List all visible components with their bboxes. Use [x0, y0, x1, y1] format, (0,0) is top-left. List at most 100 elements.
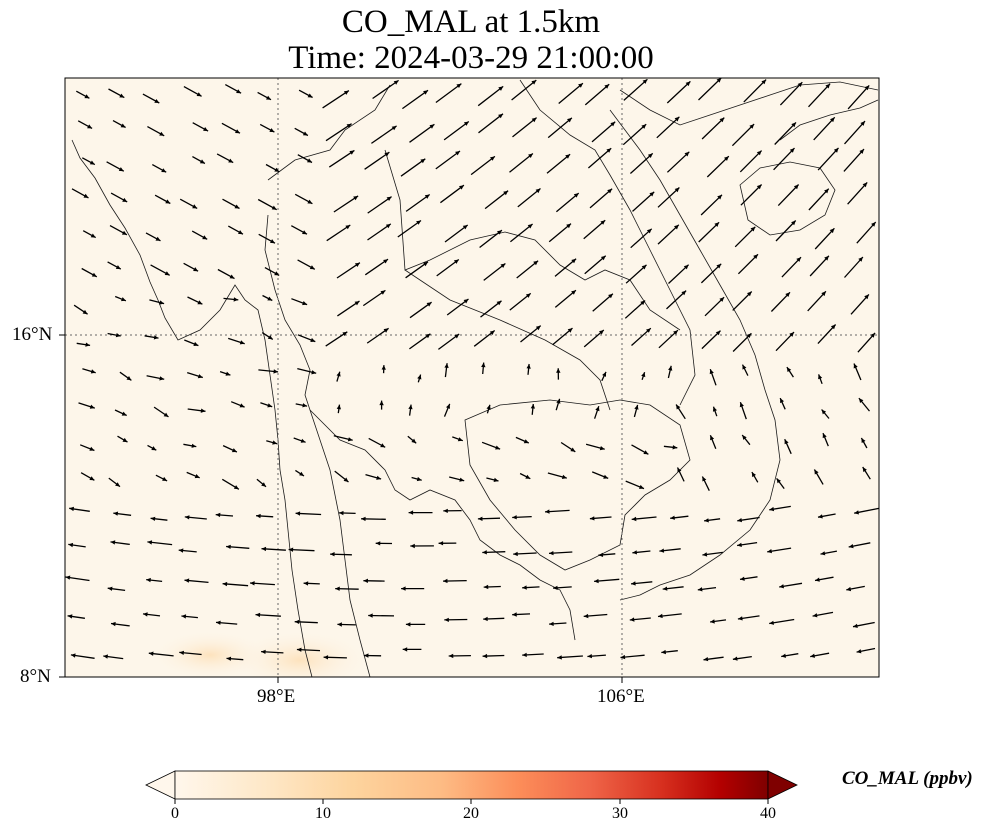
wind-arrow	[405, 622, 426, 627]
wind-arrow	[288, 547, 315, 552]
wind-arrow	[656, 116, 680, 139]
wind-arrow	[520, 325, 542, 343]
wind-arrow	[372, 79, 399, 100]
wind-arrow	[512, 515, 532, 520]
wind-arrow	[775, 331, 795, 352]
wind-arrow	[326, 224, 351, 242]
wind-arrow	[258, 369, 279, 374]
wind-arrow	[114, 295, 127, 302]
wind-arrow	[739, 150, 763, 173]
wind-arrow	[522, 585, 540, 590]
wind-arrow	[226, 656, 244, 661]
wind-arrow	[737, 516, 760, 523]
wind-arrow	[146, 375, 165, 381]
wind-arrow	[779, 81, 803, 106]
wind-arrow	[641, 371, 646, 381]
wind-arrow	[260, 402, 273, 408]
wind-arrow	[397, 219, 422, 238]
border-myanmar-thailand	[264, 214, 311, 411]
wind-arrow	[844, 256, 864, 278]
map-frame	[64, 77, 880, 678]
wind-arrow	[71, 188, 89, 199]
wind-arrow	[552, 327, 573, 346]
wind-arrow	[328, 149, 355, 168]
wind-arrow	[362, 289, 386, 307]
wind-arrow	[179, 650, 202, 656]
wind-arrow	[814, 227, 835, 250]
wind-arrow	[192, 122, 209, 132]
wind-arrow	[405, 261, 429, 279]
wind-arrow	[666, 151, 690, 173]
wind-arrow	[675, 404, 686, 420]
wind-arrow	[858, 397, 871, 412]
wind-arrow	[629, 152, 654, 174]
wind-arrow	[591, 121, 616, 143]
wind-arrow	[70, 653, 95, 659]
wind-arrow	[110, 192, 128, 203]
wind-arrow	[215, 620, 238, 625]
wind-arrow	[73, 304, 88, 315]
wind-arrow	[697, 586, 717, 592]
wind-arrow	[483, 584, 501, 590]
wind-arrow	[417, 374, 422, 383]
wind-arrow	[526, 363, 531, 375]
wind-arrow	[770, 291, 791, 312]
wind-arrow	[107, 332, 121, 338]
wind-arrow	[298, 89, 313, 99]
wind-arrow	[179, 198, 198, 209]
wind-arrow	[258, 233, 276, 244]
wind-arrow	[739, 576, 758, 581]
wind-arrow	[860, 437, 868, 449]
border-myanmar-china	[267, 84, 391, 181]
wind-arrow	[379, 400, 384, 410]
coastline-vietnam	[609, 109, 781, 601]
wind-arrow	[144, 335, 159, 340]
wind-arrow	[554, 258, 577, 277]
wind-arrow	[732, 291, 753, 311]
wind-arrow	[77, 120, 93, 129]
wind-arrow	[145, 232, 161, 242]
wind-arrow	[632, 550, 651, 555]
wind-arrow	[774, 121, 797, 145]
wind-arrow	[584, 83, 610, 106]
wind-arrow	[591, 471, 609, 480]
wind-arrow	[402, 89, 429, 110]
wind-arrow	[113, 511, 132, 516]
wind-arrow	[364, 258, 389, 276]
wind-arrow	[82, 368, 96, 374]
wind-arrow	[482, 653, 505, 659]
wind-arrow	[444, 224, 469, 243]
wind-arrow	[598, 552, 616, 557]
wind-arrow	[336, 404, 341, 414]
wind-arrow	[227, 225, 244, 235]
co-hotspot	[150, 630, 270, 677]
wind-arrow	[106, 161, 125, 172]
wind-arrow	[584, 255, 607, 275]
colorbar-tick-10: 10	[315, 805, 331, 822]
wind-arrow	[478, 113, 504, 134]
wind-arrow	[513, 551, 537, 557]
wind-arrow	[266, 440, 278, 445]
wind-arrow	[261, 649, 284, 654]
wind-arrow	[856, 221, 877, 244]
wind-arrow	[187, 371, 203, 379]
wind-arrow	[337, 300, 360, 317]
border-laos-vietnam	[519, 79, 696, 406]
wind-arrow	[477, 85, 504, 107]
wind-arrow	[291, 298, 308, 306]
wind-arrow	[187, 296, 203, 305]
wind-arrow	[149, 299, 165, 305]
wind-arrow	[777, 184, 800, 207]
wind-arrow	[631, 516, 657, 522]
wind-arrow	[222, 198, 240, 210]
wind-arrow	[552, 585, 572, 590]
wind-arrow	[294, 619, 318, 624]
wind-arrow	[449, 476, 465, 482]
wind-arrow	[401, 586, 425, 591]
wind-arrow	[65, 575, 90, 582]
wind-arrow	[657, 224, 680, 245]
wind-arrow	[547, 117, 573, 139]
concentration-field	[65, 78, 879, 677]
wind-arrow	[779, 397, 786, 410]
wind-arrow	[741, 364, 749, 376]
